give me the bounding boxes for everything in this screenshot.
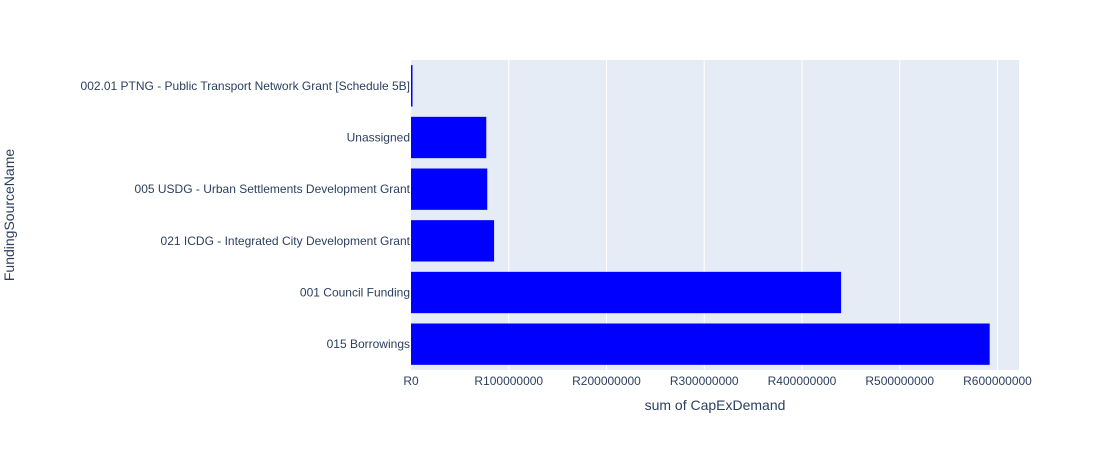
bars (411, 65, 990, 365)
y-tick-label: Unassigned (347, 131, 410, 145)
plot-background (411, 60, 1019, 370)
y-tick-label: 005 USDG - Urban Settlements Development… (135, 182, 411, 196)
y-tick-label: 015 Borrowings (327, 337, 410, 351)
x-tick-label: R400000000 (768, 374, 837, 388)
bar[interactable] (411, 168, 488, 210)
x-tick-label: R0 (403, 374, 419, 388)
y-axis-ticks: 002.01 PTNG - Public Transport Network G… (81, 79, 411, 351)
bar[interactable] (411, 271, 842, 314)
x-tick-label: R600000000 (963, 374, 1032, 388)
y-axis-title: FundingSourceName (1, 149, 17, 282)
grid-lines (508, 60, 998, 370)
y-tick-label: 021 ICDG - Integrated City Development G… (161, 234, 411, 248)
x-tick-label: R500000000 (865, 374, 934, 388)
x-tick-label: R100000000 (474, 374, 543, 388)
y-tick-label: 002.01 PTNG - Public Transport Network G… (81, 79, 410, 93)
x-axis-ticks: R0 R100000000 R200000000 R300000000 R4000000… (403, 374, 1032, 388)
bar[interactable] (411, 116, 487, 159)
bar[interactable] (411, 323, 990, 365)
bar[interactable] (411, 65, 413, 107)
x-axis-title: sum of CapExDemand (645, 397, 786, 413)
x-tick-label: R200000000 (572, 374, 641, 388)
y-tick-label: 001 Council Funding (300, 286, 410, 300)
x-tick-label: R300000000 (670, 374, 739, 388)
bar[interactable] (411, 220, 495, 262)
